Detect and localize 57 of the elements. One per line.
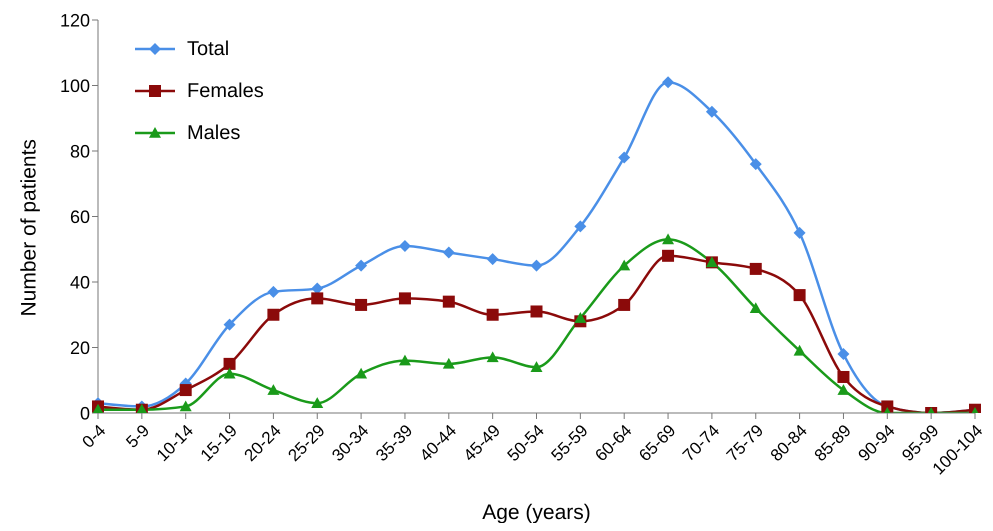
y-tick-label: 80 — [70, 141, 90, 162]
y-axis-title: Number of patients — [17, 139, 40, 316]
y-tick-label: 120 — [60, 10, 90, 30]
point — [750, 302, 762, 313]
point — [794, 226, 806, 239]
point — [355, 260, 368, 272]
point — [530, 260, 542, 272]
point — [180, 400, 192, 412]
point — [486, 308, 499, 321]
y-tick-label: 40 — [70, 272, 90, 292]
point — [837, 384, 850, 395]
point — [574, 220, 586, 232]
point — [618, 152, 630, 164]
point — [618, 260, 630, 270]
point — [794, 344, 806, 356]
point — [442, 296, 455, 308]
point — [837, 370, 850, 383]
point — [355, 368, 368, 378]
legend-label: Males — [187, 122, 240, 144]
point — [486, 351, 499, 362]
point — [574, 312, 586, 323]
point — [398, 240, 411, 252]
point — [662, 76, 674, 88]
point — [398, 354, 411, 366]
point — [530, 361, 542, 372]
point — [794, 289, 806, 302]
y-tick-label: 60 — [70, 206, 90, 227]
point — [750, 262, 762, 275]
point — [311, 397, 324, 408]
point — [530, 305, 542, 318]
point — [662, 233, 674, 244]
point — [224, 368, 236, 378]
point — [442, 246, 455, 259]
point — [837, 348, 850, 360]
point — [750, 158, 762, 170]
point — [224, 358, 236, 370]
point — [355, 298, 368, 311]
point — [442, 358, 455, 369]
point — [267, 308, 280, 321]
point — [267, 286, 280, 298]
point — [224, 318, 236, 331]
point — [662, 250, 674, 262]
point — [486, 253, 499, 266]
x-tick-label: 5-9 — [122, 420, 154, 452]
x-tick-label: 0-4 — [78, 420, 110, 452]
point — [180, 384, 192, 396]
y-tick-label: 20 — [70, 338, 90, 358]
point — [311, 292, 324, 304]
point — [706, 106, 718, 118]
point — [398, 292, 411, 304]
x-axis-title: Age (years) — [482, 501, 591, 524]
point — [618, 298, 630, 311]
y-tick-label: 100 — [60, 76, 90, 96]
y-tick-label: 0 — [80, 403, 90, 424]
legend-label: Females — [187, 80, 264, 102]
legend-label: Total — [187, 38, 230, 60]
point — [267, 384, 280, 395]
